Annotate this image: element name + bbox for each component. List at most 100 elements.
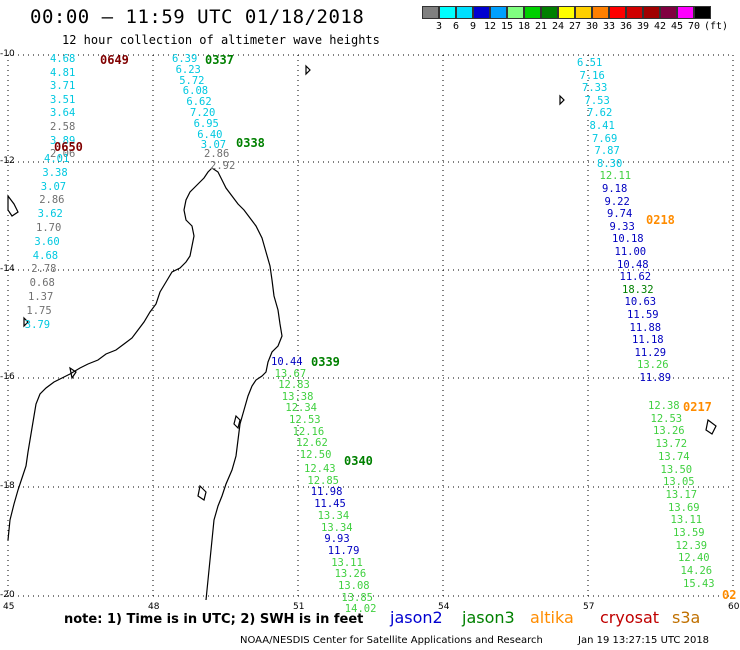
wave-height-value: 6.39 — [172, 53, 198, 65]
latitude-label: -20 — [0, 590, 15, 600]
scale-swatch — [626, 6, 643, 19]
scale-label: 39 — [636, 21, 650, 32]
wave-height-value: 11.62 — [619, 271, 652, 284]
longitude-label: 60 — [728, 602, 740, 612]
wave-height-value: 15.43 — [683, 577, 715, 590]
wave-height-value: 2.86 — [39, 194, 65, 207]
wave-height-value: 4.01 — [44, 153, 70, 165]
pass-time-label: 0338 — [236, 136, 265, 150]
wave-height-value: 13.11 — [331, 556, 363, 569]
wave-height-value: 2.06 — [50, 148, 76, 161]
wave-height-value: 2.78 — [31, 263, 57, 276]
scale-swatch — [643, 6, 660, 19]
scale-label: 45 — [670, 21, 684, 32]
wave-height-value: 6.40 — [197, 128, 223, 141]
wave-height-value: 11.45 — [314, 498, 346, 511]
wave-height-value: 4.68 — [50, 53, 76, 65]
wave-height-value: 1.70 — [36, 222, 62, 234]
latitude-label: -18 — [0, 481, 15, 491]
wave-height-value: 13.11 — [670, 514, 703, 527]
scale-swatch — [575, 6, 592, 19]
wave-height-value: 3.64 — [50, 107, 76, 120]
scale-label: 3 — [435, 21, 443, 32]
scale-swatch — [456, 6, 473, 19]
wave-height-value: 7.53 — [584, 94, 610, 107]
pass-time-label: 0649 — [100, 53, 129, 67]
scale-swatch — [677, 6, 694, 19]
wave-height-value: 13.50 — [660, 463, 693, 476]
wave-height-value: 11.18 — [632, 334, 664, 347]
satellite-name: altika — [530, 608, 574, 627]
scale-swatch — [694, 6, 711, 19]
scale-swatch — [609, 6, 626, 19]
wave-height-value: 3.71 — [50, 80, 76, 93]
satellite-name: jason3 — [462, 608, 515, 627]
pass-time-label: 0217 — [683, 400, 712, 414]
scale-label: 70 — [687, 21, 701, 32]
wave-height-value: 12.40 — [678, 552, 710, 565]
wave-height-value: 12.39 — [675, 539, 708, 552]
wave-height-value: 12.43 — [304, 463, 336, 475]
wave-height-value: 3.07 — [200, 139, 227, 152]
wave-height-value: 3.89 — [50, 134, 76, 147]
wave-height-value: 2.58 — [50, 121, 76, 133]
pass-time-label: 0339 — [311, 355, 340, 369]
wave-height-value: 10.48 — [617, 258, 649, 271]
satellite-name: cryosat — [600, 608, 660, 627]
wave-height-value: 9.93 — [324, 533, 350, 546]
credit-line: NOAA/NESDIS Center for Satellite Applica… — [240, 635, 543, 646]
wave-height-value: 6.23 — [175, 63, 201, 76]
wave-height-value: 6.95 — [193, 117, 219, 130]
wave-height-value: 11.98 — [310, 486, 343, 499]
wave-height-value: 3.79 — [24, 318, 51, 331]
wave-height-value: 14.26 — [680, 565, 713, 578]
wave-height-value: 12.53 — [650, 412, 683, 425]
scale-swatch — [473, 6, 490, 19]
wave-height-value: 7.16 — [579, 69, 605, 82]
wave-height-value: 13.59 — [673, 527, 705, 539]
wave-height-value: 13.26 — [653, 425, 685, 438]
wave-height-value: 2.92 — [210, 160, 236, 172]
latitude-label: -16 — [0, 372, 15, 382]
wave-height-value: 13.69 — [668, 501, 700, 514]
lat-lon-grid — [7, 54, 734, 597]
wave-height-value: 3.38 — [42, 166, 68, 179]
longitude-label: 51 — [293, 602, 305, 612]
wave-height-value: 1.75 — [26, 304, 52, 317]
wave-height-value: 7.33 — [582, 82, 608, 95]
pass-time-label: 0337 — [205, 53, 234, 67]
wave-height-value: 9.74 — [607, 208, 633, 221]
wave-height-value: 13.34 — [321, 521, 353, 534]
wave-height-value: 3.07 — [40, 180, 67, 193]
wave-height-value: 13.74 — [658, 450, 690, 463]
wave-height-value: 13.38 — [281, 390, 314, 403]
wave-height-value: 0.68 — [29, 277, 55, 290]
wave-height-value: 10.44 — [271, 356, 303, 368]
wave-height-value: 8.41 — [589, 120, 615, 132]
scale-label: 21 — [534, 21, 548, 32]
wave-height-value: 12.50 — [299, 448, 332, 461]
satellite-name: s3a — [672, 608, 701, 627]
longitude-label: 45 — [3, 602, 15, 612]
scale-label: 30 — [585, 21, 599, 32]
scale-swatch — [592, 6, 609, 19]
latitude-label: -10 — [0, 49, 15, 59]
wave-height-value: 6.62 — [186, 96, 212, 109]
scale-swatch — [558, 6, 575, 19]
wave-height-value: 13.85 — [341, 591, 373, 604]
longitude-label: 54 — [438, 602, 450, 612]
scale-label: 12 — [483, 21, 497, 32]
wave-height-value: 7.62 — [587, 107, 613, 120]
wave-height-value: 11.00 — [614, 246, 647, 258]
wave-height-value: 6.51 — [577, 57, 603, 69]
latitude-label: -12 — [0, 156, 15, 166]
scale-swatch — [422, 6, 439, 19]
wave-height-value: 13.17 — [665, 488, 698, 501]
coastline — [7, 64, 717, 601]
map-title: 00:00 – 11:59 UTC 01/18/2018 — [30, 6, 365, 28]
wave-height-value: 13.67 — [274, 367, 307, 380]
wave-height-value: 12.62 — [296, 437, 328, 450]
wave-height-value: 11.29 — [634, 346, 667, 359]
scale-swatch — [439, 6, 456, 19]
wave-height-value: 4.81 — [50, 66, 76, 79]
